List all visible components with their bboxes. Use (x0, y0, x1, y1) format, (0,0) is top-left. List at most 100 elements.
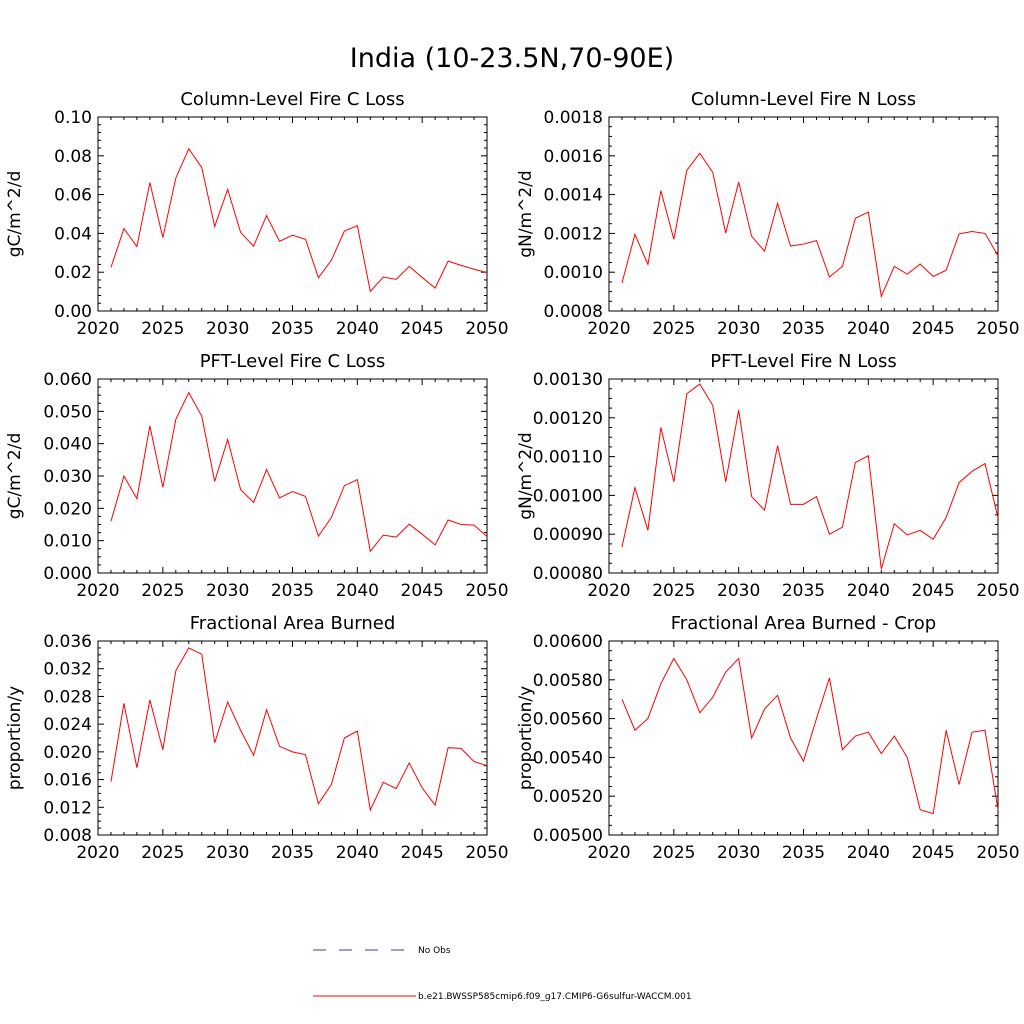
x-tick-label: 2035 (271, 319, 314, 339)
x-tick-label: 2020 (587, 843, 630, 863)
y-tick-label: 0.00 (54, 302, 92, 322)
panel-title: Fractional Area Burned - Crop (671, 613, 936, 634)
x-tick-label: 2020 (76, 581, 119, 601)
y-axis-label: gC/m^2/d (5, 171, 25, 258)
x-tick-label: 2045 (912, 319, 955, 339)
x-tick-label: 2025 (652, 843, 695, 863)
y-tick-label: 0.02 (54, 263, 92, 283)
chart-panel-3: PFT-Level Fire C Loss 0.000 0.010 0.020 0.03… (5, 351, 509, 601)
chart-panel-5: Fractional Area Burned 0.008 0.012 0.016 0.0… (5, 613, 509, 863)
x-tick-label: 2050 (465, 581, 508, 601)
y-tick-label: 0.032 (43, 660, 92, 680)
x-tick-label: 2030 (717, 581, 760, 601)
y-tick-label: 0.024 (43, 715, 92, 735)
y-tick-label: 0.00130 (533, 370, 603, 390)
x-tick-label: 2030 (206, 843, 249, 863)
y-axis-label: gN/m^2/d (516, 170, 536, 257)
x-tick-label: 2025 (652, 581, 695, 601)
chart-panel-6: Fractional Area Burned - Crop 0.00500 0.00… (516, 613, 1020, 863)
chart-panel-1: Column-Level Fire C Loss 0.00 0.02 0.04 0.06… (5, 89, 509, 339)
x-tick-label: 2025 (652, 319, 695, 339)
x-tick-label: 2025 (141, 843, 184, 863)
y-tick-label: 0.0012 (544, 224, 603, 244)
panels: Column-Level Fire C Loss 0.00 0.02 0.04 0.06… (5, 89, 1020, 863)
x-tick-label: 2045 (401, 319, 444, 339)
y-axis-label: gC/m^2/d (5, 433, 25, 520)
y-tick-label: 0.016 (43, 771, 92, 791)
y-tick-label: 0.00120 (533, 409, 603, 429)
x-tick-label: 2030 (206, 319, 249, 339)
series-line-1 (110, 147, 488, 293)
y-axis-label: proportion/y (516, 686, 536, 790)
panel-title: Column-Level Fire C Loss (180, 89, 404, 110)
series-line-1 (621, 657, 999, 815)
y-tick-label: 0.050 (43, 402, 92, 422)
legend-model-label: b.e21.BWSSP585cmip6.f09_g17.CMIP6-G6sulf… (418, 992, 692, 1002)
chart-panel-4: PFT-Level Fire N Loss 0.00080 0.00090 0.001… (516, 351, 1020, 601)
x-tick-label: 2050 (976, 319, 1019, 339)
x-tick-label: 2040 (847, 581, 890, 601)
y-tick-label: 0.040 (43, 435, 92, 455)
y-tick-label: 0.00500 (533, 826, 603, 846)
y-tick-label: 0.00100 (533, 486, 603, 506)
plot-frame (97, 378, 488, 574)
x-tick-label: 2040 (336, 843, 379, 863)
y-tick-label: 0.0014 (544, 186, 603, 206)
x-tick-label: 2035 (782, 319, 825, 339)
chart-panel-2: Column-Level Fire N Loss 0.0008 0.0010 0.00… (516, 89, 1020, 339)
y-tick-label: 0.030 (43, 467, 92, 487)
x-tick-label: 2050 (465, 843, 508, 863)
legend: No Obs b.e21.BWSSP585cmip6.f09_g17.CMIP6… (313, 946, 692, 1002)
series-line-1 (621, 383, 999, 570)
x-tick-label: 2040 (847, 319, 890, 339)
y-tick-label: 0.012 (43, 798, 92, 818)
y-tick-label: 0.00080 (533, 564, 603, 584)
x-tick-label: 2020 (76, 843, 119, 863)
figure-title: India (10-23.5N,70-90E) (350, 43, 674, 74)
x-tick-label: 2020 (587, 581, 630, 601)
plot-frame (97, 116, 488, 312)
series-line-1 (110, 391, 488, 553)
y-tick-label: 0.000 (43, 564, 92, 584)
y-tick-label: 0.04 (54, 224, 92, 244)
y-tick-label: 0.08 (54, 147, 92, 167)
series-line-1 (110, 647, 488, 812)
x-tick-label: 2040 (847, 843, 890, 863)
y-tick-label: 0.0016 (544, 147, 603, 167)
x-tick-label: 2035 (782, 581, 825, 601)
y-tick-label: 0.036 (43, 632, 92, 652)
legend-obs-label: No Obs (418, 946, 451, 956)
x-tick-label: 2025 (141, 319, 184, 339)
panel-title: Fractional Area Burned (190, 613, 396, 634)
y-tick-label: 0.10 (54, 108, 92, 128)
y-axis-label: proportion/y (5, 686, 25, 790)
x-tick-label: 2045 (912, 581, 955, 601)
x-tick-label: 2045 (401, 581, 444, 601)
y-tick-label: 0.060 (43, 370, 92, 390)
x-tick-label: 2025 (141, 581, 184, 601)
y-tick-label: 0.00600 (533, 632, 603, 652)
x-tick-label: 2050 (976, 581, 1019, 601)
x-tick-label: 2030 (717, 319, 760, 339)
y-tick-label: 0.0018 (544, 108, 603, 128)
x-tick-label: 2040 (336, 581, 379, 601)
x-tick-label: 2050 (976, 843, 1019, 863)
x-tick-label: 2030 (206, 581, 249, 601)
y-axis-label: gN/m^2/d (516, 432, 536, 519)
panel-title: PFT-Level Fire N Loss (710, 351, 896, 372)
x-tick-label: 2020 (76, 319, 119, 339)
x-tick-label: 2035 (271, 581, 314, 601)
plot-frame (608, 378, 999, 574)
x-tick-label: 2035 (782, 843, 825, 863)
y-tick-label: 0.020 (43, 743, 92, 763)
y-tick-label: 0.00090 (533, 525, 603, 545)
y-tick-label: 0.00520 (533, 787, 603, 807)
x-tick-label: 2045 (401, 843, 444, 863)
y-tick-label: 0.010 (43, 532, 92, 552)
plot-frame (97, 640, 488, 836)
y-tick-label: 0.00560 (533, 710, 603, 730)
x-tick-label: 2030 (717, 843, 760, 863)
y-tick-label: 0.0010 (544, 263, 603, 283)
y-tick-label: 0.008 (43, 826, 92, 846)
